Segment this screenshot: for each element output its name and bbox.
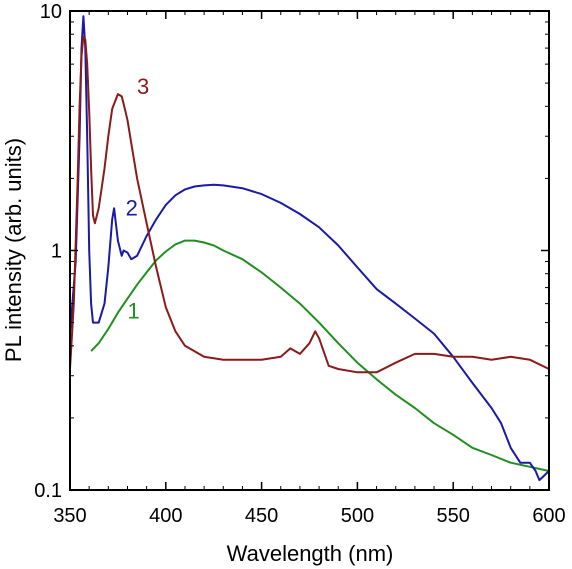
x-tick-label: 600 — [532, 505, 565, 527]
series-2-line — [69, 15, 550, 482]
x-tick-label: 400 — [149, 505, 182, 527]
x-tick-label: 450 — [245, 505, 278, 527]
series-layer — [69, 15, 550, 482]
x-tick-label: 500 — [341, 505, 374, 527]
series-1-line — [90, 239, 550, 472]
series-2-label: 2 — [126, 196, 138, 221]
series-3-line — [69, 35, 550, 374]
series-1-label: 1 — [127, 299, 139, 324]
x-axis-title: Wavelength (nm) — [227, 541, 394, 566]
x-tick-label: 550 — [437, 505, 470, 527]
plot-frame — [69, 10, 550, 491]
x-tick-label: 350 — [53, 505, 86, 527]
ticks-layer: 350 400 450 500 550 600 0.1 1 10 — [34, 1, 566, 527]
series-3-label: 3 — [137, 74, 149, 99]
y-tick-label: 10 — [40, 1, 62, 23]
series-labels-layer: 1 2 3 — [126, 74, 150, 323]
y-tick-label: 1 — [51, 241, 62, 263]
y-axis-title: PL intensity (arb. units) — [1, 138, 26, 362]
y-tick-label: 0.1 — [34, 480, 62, 502]
